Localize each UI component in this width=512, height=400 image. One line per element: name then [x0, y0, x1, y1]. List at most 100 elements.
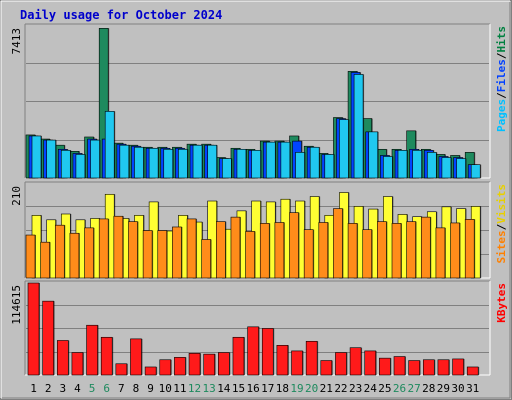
day-label: 20	[305, 382, 318, 395]
legend-entry: Sites	[495, 230, 508, 263]
bar-sites-day-18	[274, 222, 285, 279]
day-label: 11	[173, 382, 186, 395]
bar-pages-day-5	[90, 139, 100, 179]
bar-kbytes-day-29	[437, 359, 450, 376]
bar-pages-day-22	[339, 119, 349, 179]
bar-sites-day-10	[157, 230, 168, 279]
day-label: 1	[30, 382, 37, 395]
bar-pages-day-31	[470, 164, 481, 179]
bar-sites-day-20	[303, 229, 314, 279]
bar-sites-day-19	[289, 212, 299, 279]
chart-title: Daily usage for October 2024	[20, 8, 222, 22]
legend: Pages/Files/Hits	[495, 26, 508, 132]
day-label: 16	[246, 382, 259, 395]
legend: Sites/Visits	[495, 184, 508, 264]
bar-pages-day-15	[236, 148, 247, 179]
bar-pages-day-9	[148, 147, 159, 179]
bar-pages-day-24	[368, 131, 379, 179]
bar-kbytes-day-25	[379, 357, 391, 376]
day-label: 15	[232, 382, 245, 395]
legend-entry: /	[495, 223, 508, 230]
bar-kbytes-day-8	[130, 338, 142, 376]
day-label: 13	[203, 382, 216, 395]
bar-pages-day-16	[251, 150, 261, 179]
day-label: 17	[261, 382, 274, 395]
day-label: 26	[393, 382, 406, 395]
day-label: 23	[349, 382, 362, 395]
bar-kbytes-day-30	[452, 358, 464, 376]
bar-pages-day-25	[383, 156, 393, 179]
bar-kbytes-day-19	[291, 350, 303, 376]
bar-pages-day-11	[178, 148, 188, 179]
day-label: 24	[364, 382, 378, 395]
bar-sites-day-5	[84, 227, 94, 279]
legend-entry: Files	[495, 59, 508, 92]
bar-sites-day-29	[435, 227, 446, 279]
legend-entry: Hits	[495, 26, 508, 53]
bar-kbytes-day-6	[100, 336, 113, 376]
day-label: 3	[59, 382, 66, 395]
bar-kbytes-day-15	[232, 336, 245, 376]
bar-sites-day-7	[113, 215, 124, 279]
bar-pages-day-26	[397, 150, 408, 179]
bar-sites-day-13	[201, 239, 211, 279]
bar-pages-day-7	[119, 144, 130, 179]
bar-sites-day-22	[333, 208, 343, 279]
bar-kbytes-day-5	[86, 324, 98, 376]
bar-sites-day-27	[406, 221, 416, 279]
legend: KBytes	[495, 283, 508, 323]
bar-kbytes-day-11	[174, 357, 186, 376]
day-label: 10	[159, 382, 172, 395]
legend-entry: Pages	[495, 99, 508, 132]
bar-pages-day-14	[222, 158, 232, 179]
bar-kbytes-day-26	[393, 356, 406, 376]
bar-sites-day-31	[464, 219, 475, 279]
legend-entry: /	[495, 52, 508, 59]
bar-kbytes-day-1	[27, 282, 40, 376]
bar-pages-day-4	[75, 154, 86, 179]
bar-pages-day-29	[441, 157, 452, 179]
bar-sites-day-23	[347, 223, 358, 279]
bar-pages-day-28	[426, 152, 437, 179]
day-label: 5	[89, 382, 96, 395]
bar-kbytes-day-27	[408, 360, 420, 376]
bar-pages-day-21	[324, 154, 335, 179]
bar-pages-day-1	[31, 135, 42, 179]
bar-sites-day-25	[377, 221, 387, 279]
day-label: 21	[320, 382, 333, 395]
bar-sites-day-1	[25, 234, 36, 279]
legend-entry: KBytes	[495, 283, 508, 323]
day-label: 29	[437, 382, 450, 395]
bar-kbytes-day-3	[56, 340, 69, 376]
scale-max-label: 7413	[10, 28, 23, 55]
day-label: 12	[188, 382, 201, 395]
bar-kbytes-day-12	[188, 353, 201, 376]
bar-pages-day-10	[163, 148, 174, 179]
day-label: 7	[118, 382, 125, 395]
bar-sites-day-2	[40, 241, 50, 279]
bar-kbytes-day-16	[247, 326, 259, 376]
bar-sites-day-30	[450, 222, 460, 279]
day-label: 19	[290, 382, 303, 395]
bar-kbytes-day-23	[349, 347, 362, 376]
bar-kbytes-day-18	[276, 345, 289, 376]
day-label: 22	[334, 382, 347, 395]
bar-sites-day-26	[391, 223, 402, 279]
bar-sites-day-3	[54, 224, 65, 279]
bar-kbytes-day-17	[261, 328, 274, 376]
day-label: 9	[147, 382, 154, 395]
bar-kbytes-day-24	[364, 350, 377, 376]
day-label: 31	[466, 382, 479, 395]
bar-sites-day-15	[230, 216, 241, 279]
bar-pages-day-2	[46, 139, 56, 179]
panel-kbytes: 114615 KBytes	[10, 280, 508, 376]
bar-pages-day-23	[353, 74, 364, 179]
bar-pages-day-13	[207, 144, 217, 179]
day-label: 4	[74, 382, 81, 395]
bar-kbytes-day-21	[320, 360, 333, 376]
bar-kbytes-day-4	[71, 352, 84, 376]
bar-pages-day-18	[280, 141, 291, 179]
bar-sites-day-12	[186, 218, 197, 279]
legend-entry: Visits	[495, 184, 508, 224]
